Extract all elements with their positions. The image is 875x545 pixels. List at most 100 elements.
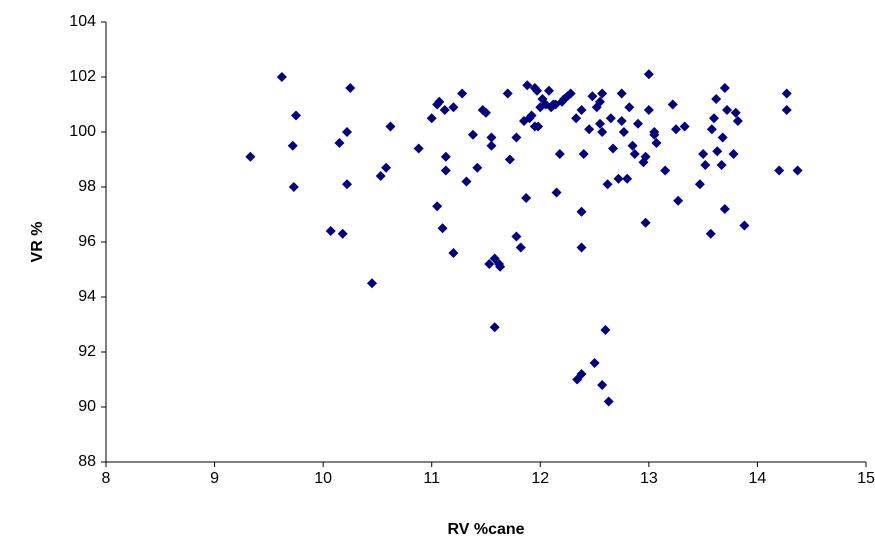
point [774,165,785,176]
point [603,396,614,407]
y-tick-label: 96 [78,233,96,250]
point [719,204,730,214]
point [671,124,681,135]
point [649,129,660,140]
point [342,179,353,190]
point [481,107,491,118]
y-tick-label: 102 [69,68,96,85]
point [439,105,450,115]
point [325,226,336,236]
point [711,94,722,104]
x-tick-label: 14 [749,470,767,487]
x-tick-label: 12 [531,470,549,487]
point [576,105,587,115]
y-tick-label: 88 [78,453,96,470]
point [504,154,515,165]
point [288,182,299,192]
point [732,116,743,126]
point [627,140,638,151]
x-tick-label: 15 [857,470,875,487]
point [728,149,739,159]
y-tick-label: 104 [69,13,96,30]
point [640,217,651,228]
point [616,116,627,126]
y-axis-title: VR % [29,222,46,263]
point [730,107,741,118]
x-tick-label: 10 [314,470,332,487]
point [716,160,727,170]
point [613,173,624,184]
point [385,121,396,132]
y-tick-label: 92 [78,343,96,360]
point [287,140,298,151]
point [589,358,600,368]
x-tick-label: 11 [423,470,440,487]
point [576,206,587,217]
point [381,162,392,173]
point [440,151,451,162]
point [276,72,287,82]
point [448,102,459,113]
point [533,121,544,132]
point [486,132,497,143]
point [667,99,678,110]
point [521,193,532,203]
point [595,96,605,107]
point [698,149,709,159]
x-axis-title: RV %cane [447,521,524,538]
point [337,228,348,239]
point [597,88,608,99]
point [467,129,478,140]
point [660,165,671,176]
point [532,85,543,96]
point [457,88,468,99]
point [595,118,605,129]
point [367,278,377,289]
point [694,179,705,190]
point [629,149,640,159]
point [461,176,472,187]
point [291,110,301,121]
point [643,105,654,115]
x-tick-label: 9 [210,470,219,487]
y-tick-label: 90 [78,398,96,415]
point [792,165,803,176]
point [245,151,256,162]
point [605,113,616,124]
point [511,231,522,242]
point [551,187,562,198]
point [484,259,495,269]
x-tick-label: 8 [102,470,111,487]
point [502,88,513,99]
point [543,85,554,96]
point [342,127,353,137]
point [597,380,608,390]
point [554,149,565,159]
point [651,138,662,148]
point [616,88,627,99]
point [522,80,533,91]
point [781,105,792,115]
point [700,160,711,170]
point [781,88,792,99]
point [334,138,345,148]
point [526,110,537,121]
y-tick-label: 98 [78,178,96,195]
point [706,124,717,135]
point [673,195,684,206]
point [578,149,589,159]
y-tick-label: 94 [78,288,96,305]
point [576,369,587,379]
point [440,165,451,176]
point [437,223,448,234]
point [576,242,587,253]
point [602,179,613,190]
point [345,83,356,93]
point [472,162,483,173]
point [426,113,437,124]
point [633,118,643,129]
point [584,124,595,135]
point [434,96,445,107]
point [495,261,506,272]
